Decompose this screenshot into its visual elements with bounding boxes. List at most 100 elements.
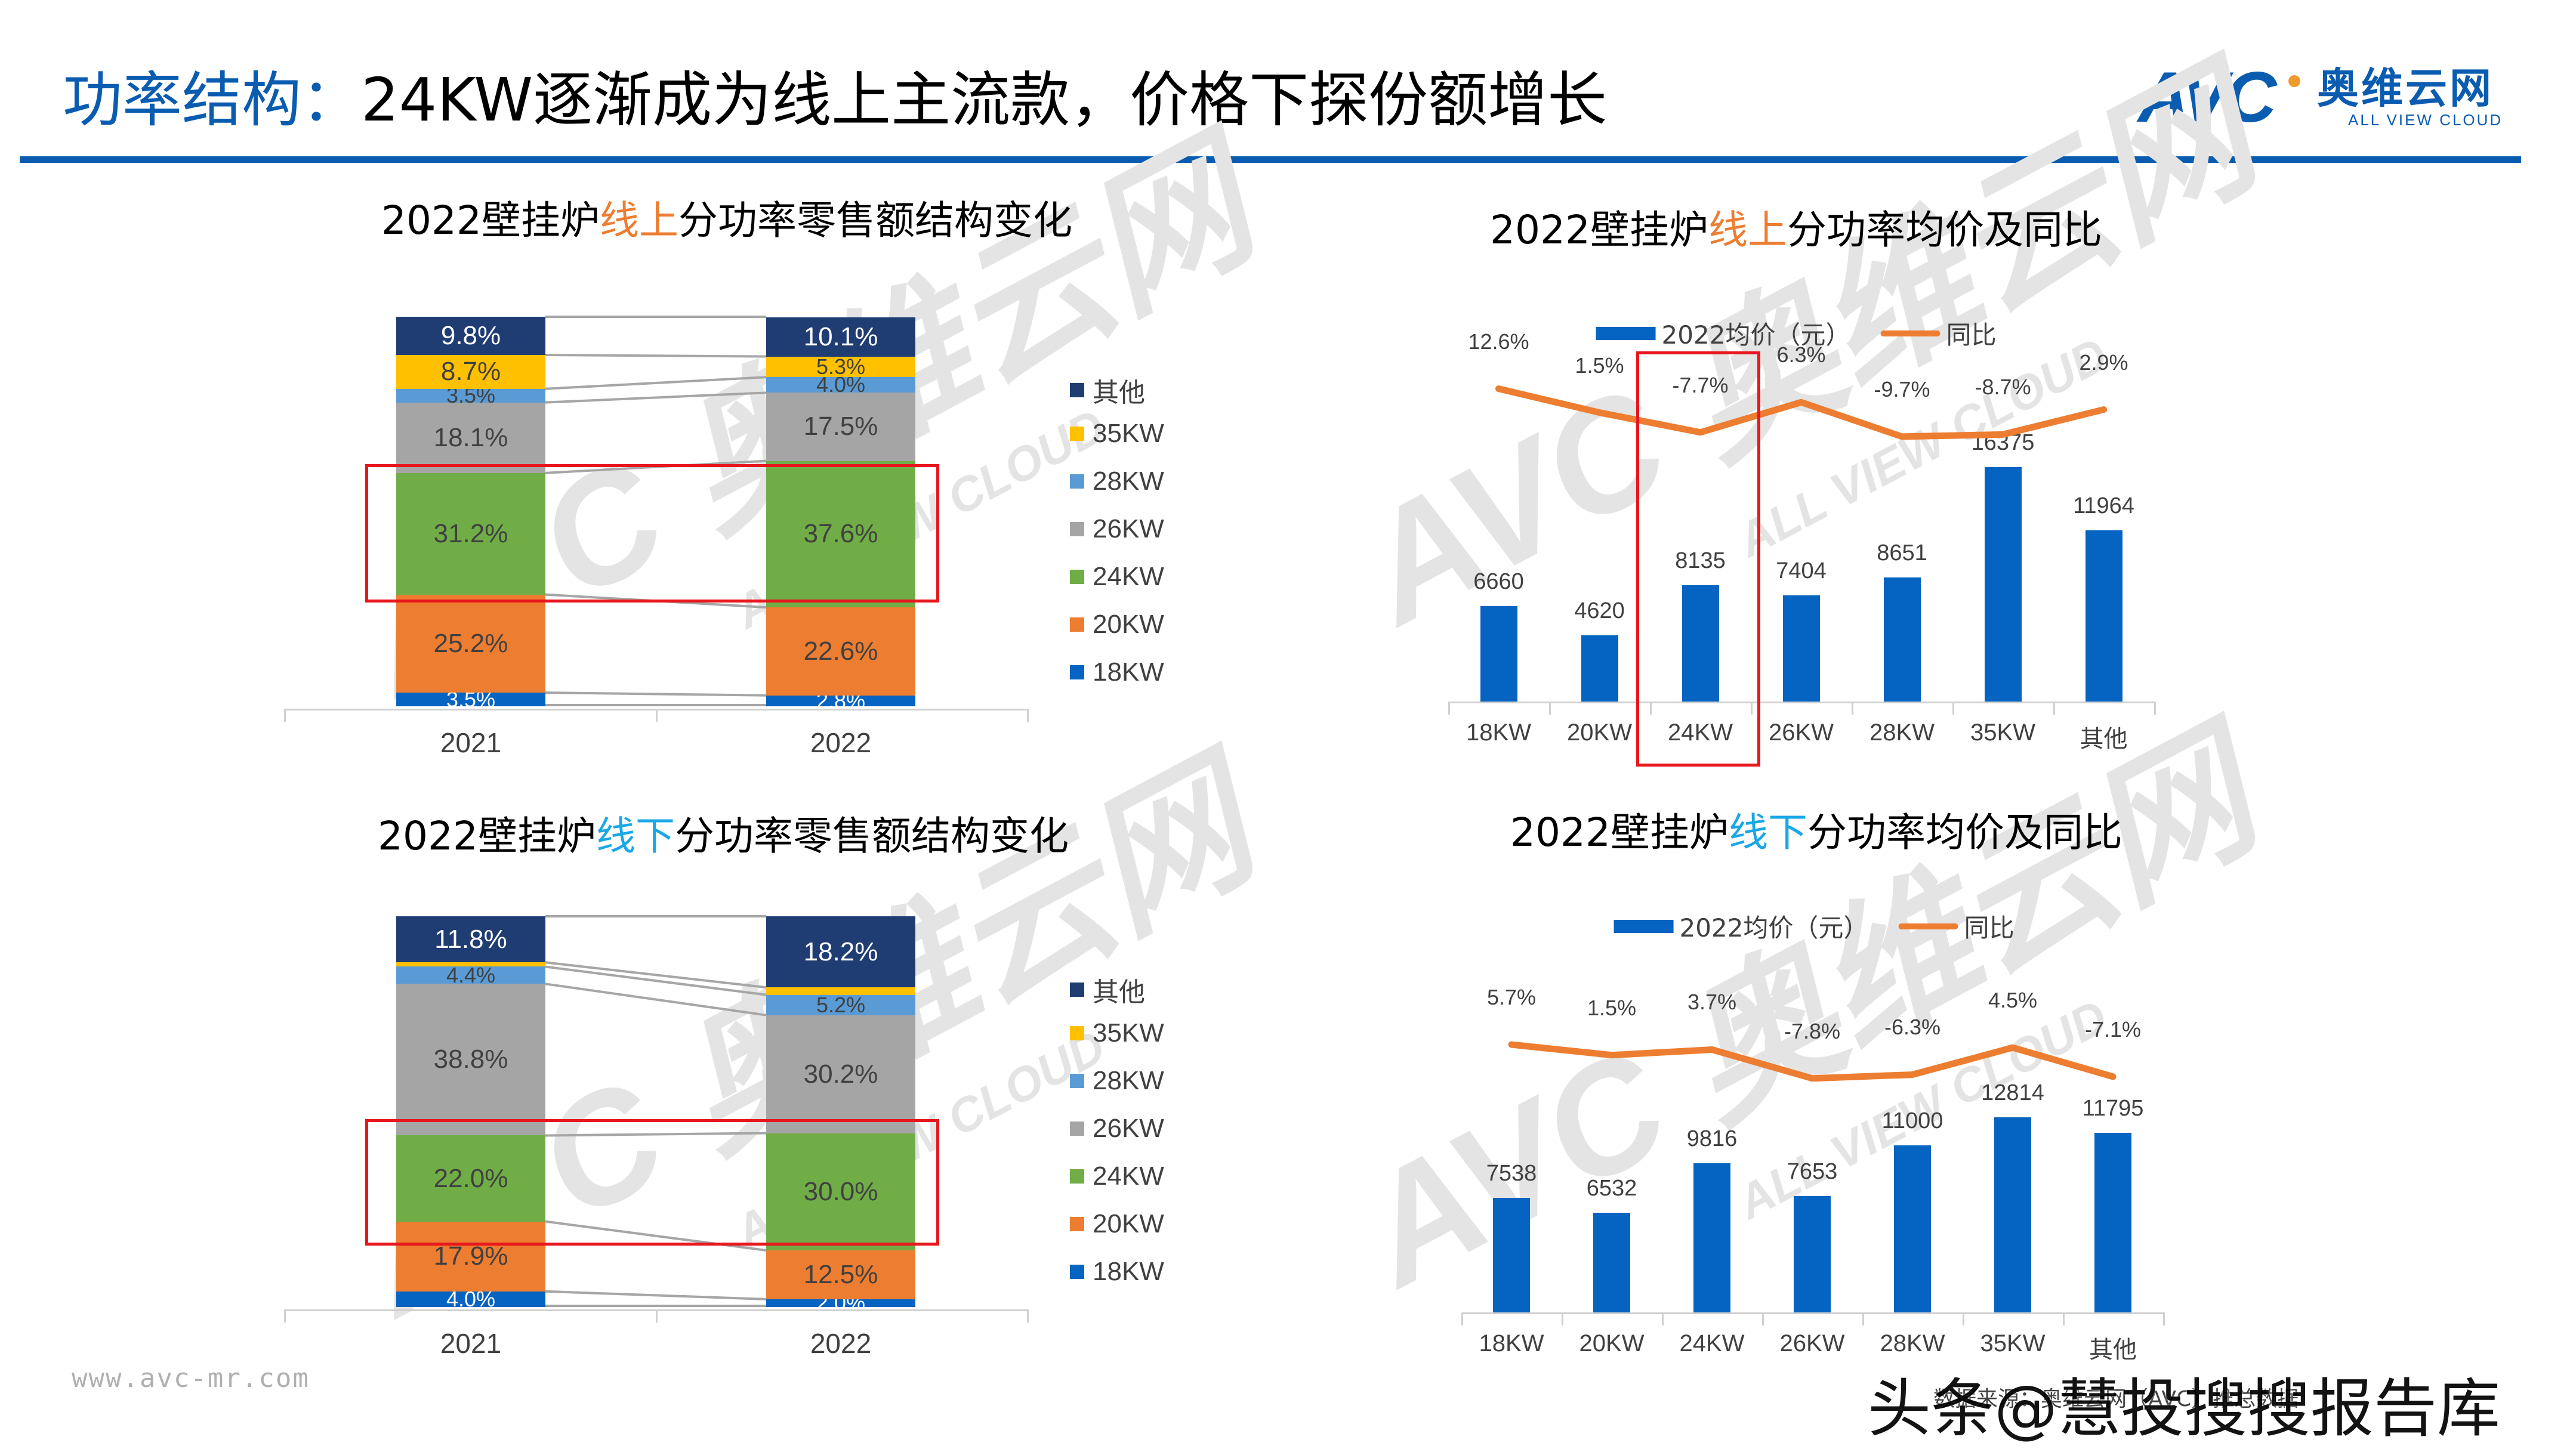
toutiao-overlay-watermark: 头条@慧投搜搜报告库 <box>1868 1372 2500 1445</box>
legend-label-price: 2022均价（元） <box>1661 320 1851 350</box>
footer-url[interactable]: www.avc-mr.com <box>72 1363 310 1394</box>
price-value-label: 7653 <box>1787 1158 1838 1184</box>
price-value-label: 6660 <box>1473 569 1524 595</box>
segment-label: 30.0% <box>803 1176 878 1206</box>
legend-swatch-icon <box>1070 1265 1084 1279</box>
yoy-value-label: 5.7% <box>1486 985 1537 1010</box>
legend-label: 20KW <box>1093 610 1164 639</box>
segment-20KW-2021: 25.2% <box>396 594 545 693</box>
segment-label: 31.2% <box>433 518 508 548</box>
legend-item: 26KW <box>1070 1114 1164 1144</box>
segment-label: 22.0% <box>433 1163 508 1193</box>
price-bar <box>1994 1117 2031 1312</box>
x-axis-tick <box>1549 702 1551 715</box>
x-axis-label: 24KW <box>1668 719 1733 746</box>
legend-item: 20KW <box>1070 610 1164 639</box>
price-value-label: 11000 <box>1881 1108 1943 1133</box>
price-value-label: 7404 <box>1776 558 1827 584</box>
data-source-note: 数据来源：奥维云网（AVC）推总数据 <box>1933 1387 2299 1411</box>
legend-item: 20KW <box>1070 1209 1164 1239</box>
chart-title: 2022壁挂炉线上分功率零售额结构变化 <box>381 197 1072 245</box>
price-value-label: 8135 <box>1675 548 1726 573</box>
segment-35KW-2022 <box>766 987 915 995</box>
price-value-label: 8651 <box>1877 540 1927 566</box>
segment-label: 9.8% <box>440 320 501 350</box>
segment-18KW-2022: 2.0% <box>766 1290 915 1315</box>
x-axis-label: 18KW <box>1479 1330 1544 1357</box>
chart-title-prefix: 2022壁挂炉 <box>1510 810 1729 855</box>
x-axis-tick <box>655 709 658 722</box>
x-axis-label: 其他 <box>2080 726 2128 752</box>
segment-24KW-2022: 30.0% <box>766 1133 915 1251</box>
segment-label: 18.2% <box>803 937 878 966</box>
legend-swatch-icon <box>1070 427 1084 441</box>
x-axis-tick <box>1762 1312 1764 1326</box>
chart-title-channel: 线下 <box>596 813 675 859</box>
segment-label: 37.6% <box>803 519 878 549</box>
yoy-value-label: 1.5% <box>1587 995 1637 1020</box>
legend-label: 26KW <box>1093 514 1164 543</box>
x-axis-line <box>1461 1312 2163 1314</box>
legend-label: 其他 <box>1093 378 1145 407</box>
legend-item: 28KW <box>1070 466 1164 496</box>
legend-label: 其他 <box>1093 978 1145 1007</box>
legend-line-swatch-icon <box>1898 923 1958 929</box>
x-axis-tick <box>1952 702 1954 715</box>
legend-swatch-icon <box>1070 1217 1084 1231</box>
legend-swatch-icon <box>1070 1169 1084 1184</box>
chart-title-suffix: 分功率零售额结构变化 <box>678 197 1072 243</box>
x-axis-tick <box>1562 1312 1563 1326</box>
chart-legend: 2022均价（元） 同比 <box>1596 315 1996 351</box>
legend-item: 24KW <box>1070 562 1164 592</box>
legend-item: 28KW <box>1070 1066 1164 1096</box>
segment-label: 11.8% <box>434 924 507 954</box>
x-axis-label: 其他 <box>2089 1337 2137 1363</box>
yoy-value-label: 4.5% <box>1988 988 2038 1013</box>
x-axis-label: 26KW <box>1779 1330 1845 1357</box>
logo-dot-icon <box>2288 75 2300 87</box>
x-axis-tick <box>1751 702 1753 715</box>
segment-18KW-2021: 4.0% <box>396 1287 545 1311</box>
price-bar <box>1894 1145 1931 1312</box>
segment-其他-2022: 10.1% <box>766 317 915 357</box>
x-axis-label: 28KW <box>1869 719 1935 746</box>
legend-swatch-icon <box>1070 522 1084 536</box>
price-value-label: 11964 <box>2073 493 2134 518</box>
legend-swatch-icon <box>1070 1026 1084 1040</box>
page-title-headline: 24KW逐渐成为线上主流款，价格下探份额增长 <box>361 65 1608 135</box>
segment-label: 25.2% <box>433 628 508 658</box>
legend-item: 26KW <box>1070 514 1164 544</box>
legend-label: 18KW <box>1093 657 1164 687</box>
highlight-box-24kw <box>1636 351 1760 767</box>
legend-label: 24KW <box>1093 562 1164 591</box>
x-axis-label: 2022 <box>810 1328 872 1359</box>
segment-label: 30.2% <box>803 1059 878 1089</box>
x-axis-tick <box>1461 1312 1463 1326</box>
chart-title-prefix: 2022壁挂炉 <box>1490 207 1708 253</box>
segment-24KW-2021: 31.2% <box>396 472 545 595</box>
price-bar <box>1581 635 1618 702</box>
legend-label: 28KW <box>1093 1066 1164 1095</box>
logo-cn: 奥维云网 <box>2317 64 2494 113</box>
segment-label: 5.2% <box>816 992 866 1017</box>
segment-label: 17.9% <box>433 1241 508 1271</box>
price-value-label: 11795 <box>2082 1096 2144 1121</box>
chart-title-suffix: 分功率均价及同比 <box>1807 810 2122 855</box>
chart-title-channel: 线上 <box>599 197 678 243</box>
yoy-value-label: 12.6% <box>1468 329 1529 354</box>
segment-26KW-2021: 38.8% <box>396 984 545 1136</box>
segment-35KW-2022: 5.3% <box>766 354 915 379</box>
legend-swatch-icon <box>1070 983 1084 997</box>
legend-label: 20KW <box>1093 1209 1164 1238</box>
segment-26KW-2021: 18.1% <box>396 402 545 473</box>
price-bar <box>2094 1133 2131 1312</box>
price-bar <box>1883 577 1921 702</box>
legend-label: 35KW <box>1093 1018 1164 1048</box>
x-axis-label: 18KW <box>1466 719 1531 746</box>
segment-20KW-2022: 22.6% <box>766 607 915 696</box>
price-bar <box>1593 1213 1630 1312</box>
legend-item: 其他 <box>1070 971 1145 1009</box>
highlight-box-24kw <box>365 1119 939 1246</box>
chart-title-channel: 线下 <box>1728 810 1807 855</box>
chart-title-channel: 线上 <box>1708 207 1787 253</box>
